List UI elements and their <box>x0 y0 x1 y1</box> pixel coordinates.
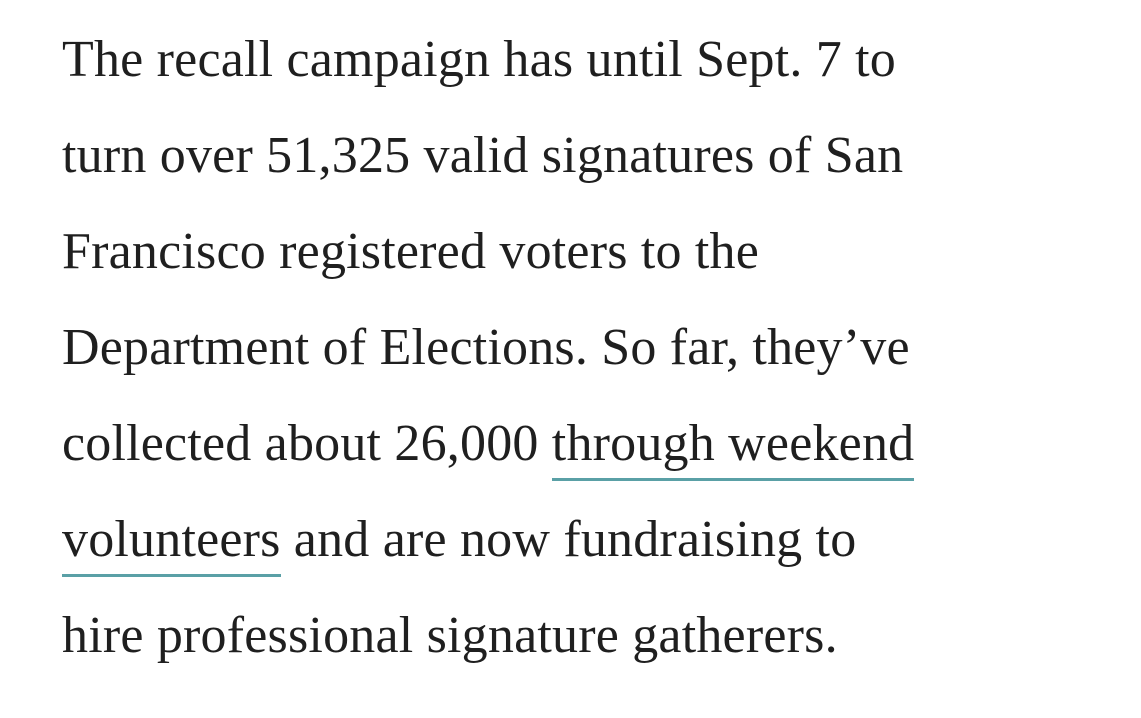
paragraph-text: collected about 26,000 <box>62 415 552 472</box>
weekend-volunteers-link-continued[interactable]: volunteers <box>62 511 281 577</box>
paragraph-line: volunteers and are now fundraising to <box>62 510 857 577</box>
paragraph-line: collected about 26,000 through weekend <box>62 414 915 481</box>
paragraph-line: hire professional signature gatherers. <box>62 607 838 664</box>
paragraph-line: The recall campaign has until Sept. 7 to <box>62 31 896 88</box>
paragraph-text: and are now fundraising to <box>280 511 857 568</box>
paragraph-line: turn over 51,325 valid signatures of San <box>62 127 904 184</box>
paragraph-line: Department of Elections. So far, they’ve <box>62 319 910 376</box>
paragraph-line: Francisco registered voters to the <box>62 223 760 280</box>
weekend-volunteers-link[interactable]: through weekend <box>551 415 915 481</box>
